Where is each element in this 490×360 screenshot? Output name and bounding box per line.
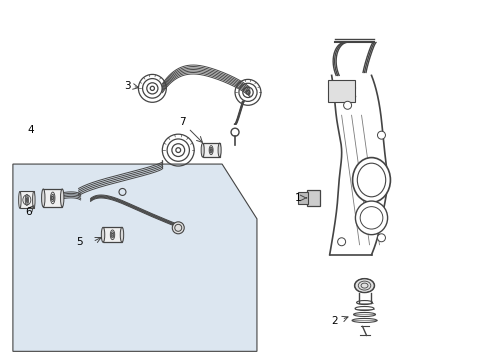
- Text: 3: 3: [124, 81, 130, 91]
- Text: 4: 4: [27, 125, 34, 135]
- Circle shape: [343, 101, 352, 109]
- Bar: [43, 189, 62, 207]
- Bar: [103, 227, 122, 242]
- Bar: [298, 192, 308, 204]
- Ellipse shape: [353, 158, 391, 202]
- Text: 6: 6: [25, 207, 32, 217]
- Ellipse shape: [120, 227, 123, 242]
- Bar: [203, 143, 220, 157]
- Circle shape: [172, 222, 184, 234]
- Ellipse shape: [355, 201, 388, 235]
- Ellipse shape: [355, 279, 374, 293]
- Bar: [328, 80, 355, 102]
- Ellipse shape: [218, 143, 221, 157]
- Text: 2: 2: [331, 316, 338, 327]
- Ellipse shape: [201, 143, 204, 157]
- Ellipse shape: [60, 189, 64, 207]
- Ellipse shape: [32, 192, 35, 208]
- Ellipse shape: [19, 192, 21, 208]
- Polygon shape: [13, 164, 257, 351]
- Bar: [20, 192, 34, 208]
- Text: 5: 5: [76, 237, 83, 247]
- Circle shape: [377, 234, 386, 242]
- Bar: [307, 190, 319, 206]
- Circle shape: [338, 238, 345, 246]
- Text: 7: 7: [179, 117, 186, 127]
- Circle shape: [377, 131, 386, 139]
- Ellipse shape: [101, 227, 105, 242]
- Text: 1: 1: [295, 193, 302, 203]
- Ellipse shape: [42, 189, 45, 207]
